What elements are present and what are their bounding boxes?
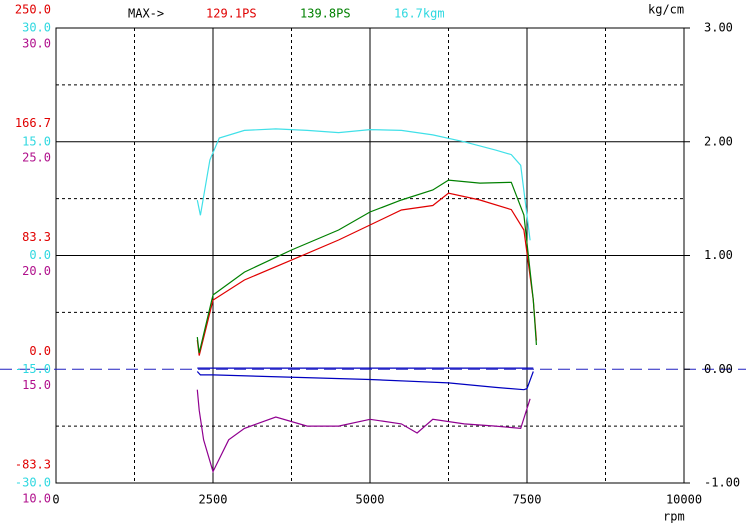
y-tick-label: 30.0 [22, 21, 51, 35]
y2-tick-label: -1.00 [704, 476, 740, 490]
data-line [196, 389, 531, 474]
y-tick-label: 15.0 [22, 134, 51, 148]
y-tick-label: 0.0 [29, 344, 51, 358]
max-value: 139.8PS [300, 7, 351, 21]
y-tick-label: 10.0 [22, 492, 51, 506]
x-tick-label: 2500 [199, 493, 228, 507]
y-tick-label: 15.0 [22, 378, 51, 392]
data-line [196, 371, 534, 391]
max-value: 129.1PS [206, 7, 257, 21]
y2-tick-label: 0.00 [704, 362, 733, 376]
y-tick-label: 25.0 [22, 150, 51, 164]
data-line [196, 192, 537, 356]
y-tick-label: 83.3 [22, 230, 51, 244]
x-tick-label: 5000 [356, 493, 385, 507]
data-line [196, 128, 531, 241]
x-tick-label: 0 [52, 493, 59, 507]
y-tick-label: -30.0 [15, 476, 51, 490]
y-tick-label: 166.7 [15, 116, 51, 130]
max-label: MAX-> [128, 7, 164, 21]
y-tick-label: 20.0 [22, 264, 51, 278]
x-tick-label: 10000 [666, 493, 702, 507]
max-value: 16.7kgm [394, 7, 445, 21]
y-tick-label: -15.0 [15, 362, 51, 376]
x-axis-label: rpm [663, 510, 685, 524]
y2-axis-label: kg/cm [648, 3, 684, 17]
y-tick-label: -83.3 [15, 458, 51, 472]
y2-tick-label: 2.00 [704, 134, 733, 148]
x-tick-label: 7500 [513, 493, 542, 507]
y-tick-label: 0.0 [29, 248, 51, 262]
y-tick-label: 250.0 [15, 3, 51, 17]
y2-tick-label: 1.00 [704, 248, 733, 262]
y2-tick-label: 3.00 [704, 21, 733, 35]
data-line [196, 179, 537, 354]
y-tick-label: 30.0 [22, 37, 51, 51]
